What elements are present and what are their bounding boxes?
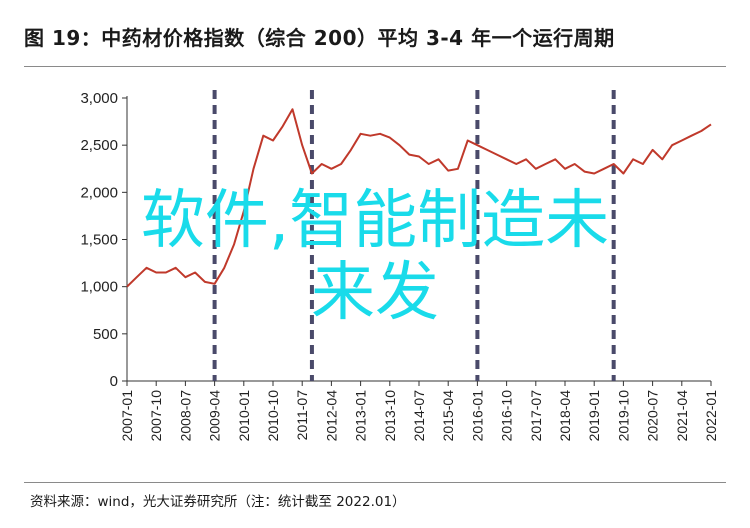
x-tick-label: 2007-10 (148, 390, 164, 442)
x-tick-label: 2009-04 (207, 390, 223, 442)
x-tick-label: 2017-07 (528, 390, 544, 442)
x-tick-label: 2010-10 (265, 390, 281, 442)
y-tick-label: 2,500 (80, 137, 118, 154)
price-index-series-line (126, 108, 712, 288)
x-tick-label: 2013-10 (382, 390, 398, 442)
x-tick-label: 2013-01 (353, 390, 369, 442)
x-tick-label: 2014-07 (411, 390, 427, 442)
source-note: 资料来源：wind，光大证券研究所（注：统计截至 2022.01） (30, 494, 406, 510)
overlay-watermark-text: 软件,智能制造未 来发 (0, 185, 750, 329)
x-tick-label: 2015-04 (440, 390, 456, 442)
y-axis: 0 500 1,000 1,500 2,000 2,500 3,000 (80, 90, 128, 390)
y-tick-label: 2,000 (80, 184, 118, 201)
y-tick-label: 3,000 (80, 90, 118, 107)
x-tick-label: 2012-04 (323, 390, 339, 442)
x-tick-label: 2022-01 (703, 390, 719, 442)
chart-title: 图 19：中药材价格指数（综合 200）平均 3-4 年一个运行周期 (24, 26, 615, 50)
top-divider (24, 66, 726, 67)
y-tick-label: 500 (93, 326, 118, 343)
y-tick-label: 0 (110, 373, 118, 390)
x-tick-label: 2019-01 (586, 390, 602, 442)
x-tick-label: 2018-04 (557, 390, 573, 442)
y-tick-label: 1,000 (80, 279, 118, 296)
y-tick-label: 1,500 (80, 232, 118, 249)
series-group (126, 108, 712, 288)
x-tick-label: 2019-10 (615, 390, 631, 442)
x-tick-label: 2021-04 (674, 390, 690, 442)
bottom-divider (24, 482, 726, 483)
x-tick-label: 2010-01 (236, 390, 252, 442)
cycle-markers (212, 90, 616, 381)
x-tick-label: 2008-07 (177, 390, 193, 442)
overlay-line-2: 来发 (311, 256, 439, 330)
x-tick-label: 2016-10 (499, 390, 515, 442)
overlay-line-1: 软件,智能制造未 (140, 184, 610, 258)
x-tick-label: 2007-01 (119, 390, 135, 442)
x-axis: 2007-01 2007-10 2008-07 2009-04 2010-01 2010-… (119, 380, 719, 442)
x-tick-label: 2020-07 (645, 390, 661, 442)
x-tick-label: 2016-01 (469, 390, 485, 442)
x-tick-label: 2011-07 (294, 390, 310, 441)
